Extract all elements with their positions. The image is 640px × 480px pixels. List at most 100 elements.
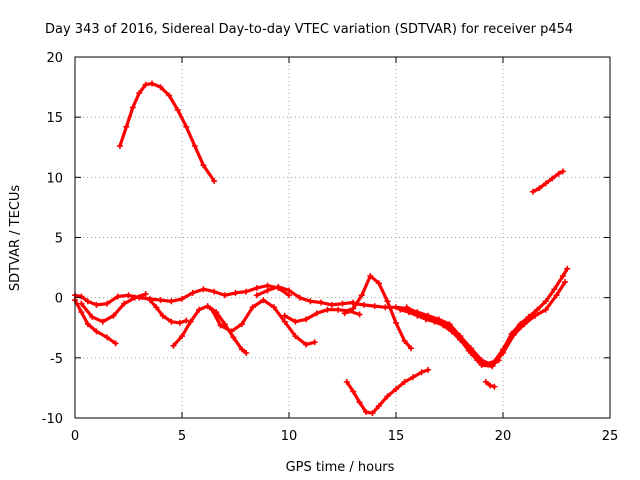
axis-ticks: 0 5 10 15 20 25 -10 -5 0 5 10 15 20 <box>42 51 619 444</box>
data-point <box>243 288 250 295</box>
data-point <box>534 306 541 313</box>
data-point <box>243 350 250 357</box>
data-point <box>292 333 299 340</box>
data-point <box>84 321 91 328</box>
data-point <box>153 304 160 311</box>
data-point <box>166 92 173 99</box>
data-point <box>112 340 119 347</box>
data-point <box>183 317 190 324</box>
data-point <box>356 399 363 406</box>
data-point <box>275 283 282 290</box>
data-point <box>553 292 560 299</box>
series-arc-11 <box>343 366 432 417</box>
series-line <box>73 284 291 307</box>
y-tick-label: 20 <box>46 51 63 66</box>
data-point <box>529 188 536 195</box>
data-point <box>393 386 399 393</box>
data-point <box>358 292 365 299</box>
data-point <box>93 301 100 308</box>
data-point <box>536 185 543 192</box>
data-point <box>264 287 271 294</box>
series-arc-1 <box>72 297 119 347</box>
data-point <box>382 304 389 311</box>
data-point <box>232 289 239 296</box>
data-point <box>491 383 498 390</box>
data-point <box>168 298 175 305</box>
data-point <box>303 341 310 348</box>
data-point <box>200 286 207 293</box>
x-tick-label: 10 <box>281 429 298 444</box>
data-point <box>110 312 117 319</box>
series-arc-5 <box>146 297 190 326</box>
data-point <box>208 306 215 313</box>
data-point <box>99 318 106 325</box>
data-point <box>551 286 558 293</box>
series-arc-3 <box>78 291 149 325</box>
data-point <box>78 293 85 300</box>
series-line <box>118 81 216 183</box>
data-point <box>335 306 342 313</box>
data-point <box>292 318 299 325</box>
data-point <box>350 300 357 307</box>
data-point <box>238 321 245 328</box>
x-tick-label: 15 <box>388 429 405 444</box>
data-point <box>555 170 562 177</box>
y-tick-label: 0 <box>55 292 63 307</box>
data-point <box>403 304 410 311</box>
data-point <box>221 292 228 299</box>
data-point <box>363 408 370 415</box>
data-point <box>157 297 164 304</box>
data-point <box>559 168 566 175</box>
series-arc-2 <box>72 282 292 308</box>
data-point <box>146 297 153 304</box>
data-point <box>341 310 348 317</box>
data-point <box>401 337 408 344</box>
data-point <box>211 288 218 295</box>
series-arc-8 <box>253 283 357 308</box>
data-point <box>187 318 194 325</box>
data-point <box>89 313 96 320</box>
data-point <box>350 388 357 395</box>
y-tick-label: -10 <box>42 412 63 427</box>
data-point <box>228 328 235 335</box>
data-point <box>179 295 185 302</box>
data-point <box>397 306 404 313</box>
data-point <box>542 298 549 305</box>
data-point <box>384 393 391 400</box>
data-point <box>217 322 224 329</box>
data-point <box>448 328 455 335</box>
data-point <box>179 333 185 340</box>
data-point <box>482 378 489 385</box>
data-point <box>339 300 346 307</box>
data-point <box>457 336 464 343</box>
data-point <box>369 410 376 417</box>
data-point <box>407 345 414 352</box>
data-point <box>271 304 278 311</box>
data-point <box>542 180 549 187</box>
data-point <box>562 279 569 286</box>
data-point <box>431 318 438 325</box>
data-point <box>324 306 331 313</box>
y-axis-label: SDTVAR / TECUs <box>8 185 23 292</box>
x-tick-label: 5 <box>178 429 186 444</box>
x-axis-label: GPS time / hours <box>286 460 395 475</box>
data-point <box>296 294 303 301</box>
data-point <box>418 369 425 376</box>
data-point <box>142 81 149 88</box>
data-point <box>500 346 506 353</box>
series-line <box>345 368 430 415</box>
data-point <box>211 177 218 184</box>
data-point <box>375 402 382 409</box>
data-point <box>307 298 314 305</box>
series-line <box>148 298 188 325</box>
data-point <box>286 287 292 294</box>
y-tick-label: 10 <box>46 171 63 186</box>
data-point <box>104 300 111 307</box>
data-point <box>149 80 156 87</box>
data-point <box>159 312 166 319</box>
series-arc-16 <box>529 168 566 195</box>
data-point <box>230 334 237 341</box>
data-point <box>422 316 429 323</box>
y-tick-label: 15 <box>46 111 63 126</box>
series-arc-14 <box>397 265 571 367</box>
